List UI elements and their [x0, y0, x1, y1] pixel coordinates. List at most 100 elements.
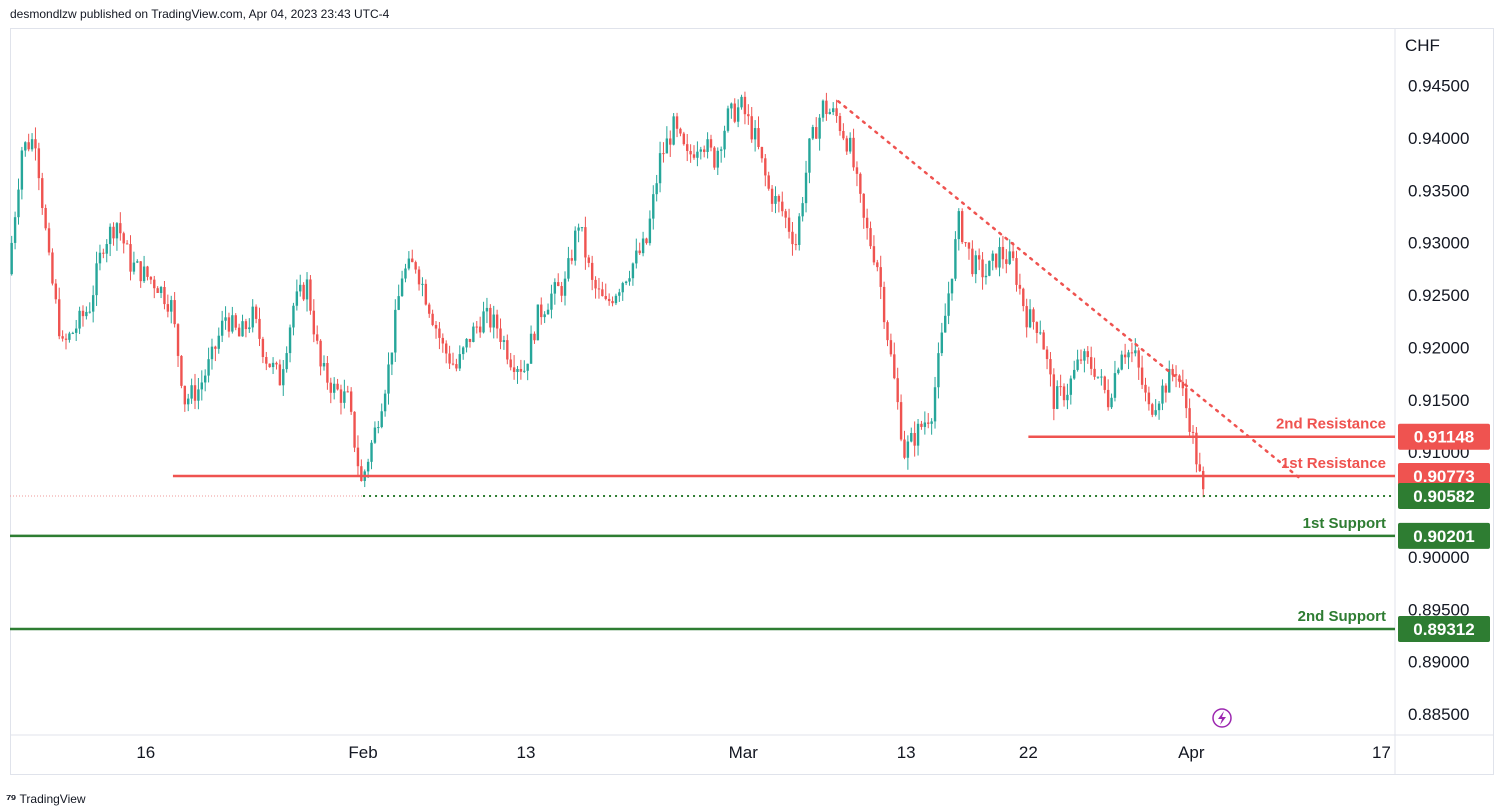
candle-body-3 — [20, 150, 24, 190]
candle-body-266 — [913, 432, 916, 446]
candle-body-32 — [119, 223, 122, 234]
candle-body-98 — [343, 391, 346, 403]
candle-body-289 — [991, 253, 994, 261]
candle-body-226 — [777, 196, 781, 202]
candle-body-135 — [468, 338, 472, 342]
candle-body-129 — [448, 353, 451, 364]
candle-body-248 — [852, 137, 855, 168]
candle-body-147 — [509, 359, 512, 368]
x-tick-label-3: Mar — [729, 743, 759, 762]
candle-body-105 — [366, 461, 370, 472]
candle-body-143 — [495, 314, 499, 329]
candle-body-159 — [550, 293, 553, 310]
candle-body-52 — [187, 398, 190, 405]
candle-body-156 — [540, 304, 543, 318]
candle-body-308 — [1056, 386, 1059, 409]
candle-body-131 — [455, 364, 458, 369]
candle-body-263 — [903, 439, 906, 458]
candle-body-202 — [696, 151, 699, 158]
resistance-2-price-tag[interactable] — [1398, 423, 1490, 450]
candle-body-102 — [356, 447, 360, 467]
candle-body-209 — [719, 149, 723, 151]
candle-body-71 — [251, 306, 254, 328]
candle-body-84 — [295, 291, 299, 306]
candle-body-15 — [61, 336, 64, 339]
candle-body-328 — [1123, 354, 1127, 358]
candle-body-72 — [254, 306, 258, 319]
candle-body-293 — [1005, 259, 1008, 264]
candle-body-93 — [326, 363, 329, 383]
y-tick-label-10: 0.89000 — [1408, 653, 1469, 672]
candle-body-300 — [1028, 309, 1032, 328]
candle-body-75 — [265, 357, 268, 364]
candle-body-247 — [848, 137, 852, 152]
y-tick-label-8: 0.90000 — [1408, 548, 1469, 567]
candle-body-139 — [482, 311, 485, 333]
candle-body-186 — [641, 238, 645, 254]
candle-body-249 — [855, 167, 859, 174]
current-price-tag[interactable] — [1398, 482, 1490, 509]
candle-body-112 — [390, 352, 394, 365]
candle-body-96 — [336, 383, 339, 390]
candle-body-244 — [838, 116, 842, 132]
candle-body-7 — [34, 139, 37, 149]
candle-body-218 — [750, 116, 753, 140]
candle-body-119 — [414, 262, 417, 270]
candle-body-203 — [699, 149, 703, 152]
candle-body-48 — [173, 300, 176, 325]
candle-body-294 — [1008, 251, 1011, 264]
support-2-price-tag[interactable] — [1398, 616, 1490, 643]
y-tick-label-11: 0.88500 — [1408, 705, 1469, 724]
y-tick-label-1: 0.94000 — [1408, 129, 1469, 148]
resistance-1-price-tag[interactable] — [1398, 462, 1490, 489]
candle-body-346 — [1185, 388, 1188, 409]
candle-body-345 — [1181, 381, 1185, 389]
candle-body-182 — [628, 278, 631, 282]
candle-body-76 — [268, 363, 271, 368]
descending-trendline[interactable] — [837, 100, 1302, 480]
candle-body-258 — [886, 322, 889, 341]
candle-body-20 — [78, 310, 81, 329]
candle-body-286 — [981, 259, 984, 278]
candle-body-193 — [665, 138, 669, 154]
candle-body-257 — [882, 286, 886, 323]
candle-body-292 — [1001, 246, 1005, 260]
candle-body-280 — [960, 211, 964, 243]
candle-body-341 — [1168, 368, 1171, 393]
candle-body-120 — [417, 269, 421, 285]
support-1-price-tag[interactable] — [1398, 522, 1490, 549]
brand-name: TradingView — [19, 791, 86, 806]
candle-body-19 — [74, 328, 78, 333]
candle-body-199 — [686, 144, 689, 151]
candle-body-188 — [648, 218, 652, 244]
candle-body-89 — [312, 310, 316, 335]
candle-body-133 — [461, 347, 465, 355]
candle-body-319 — [1093, 368, 1096, 377]
lightning-bolt-icon — [1218, 711, 1226, 725]
candle-body-44 — [159, 286, 163, 293]
candle-body-252 — [865, 217, 869, 229]
lightning-icon[interactable] — [1212, 708, 1232, 728]
candle-body-172 — [594, 279, 597, 289]
candle-body-246 — [845, 138, 848, 152]
candle-body-314 — [1076, 359, 1079, 370]
candle-body-60 — [214, 346, 217, 349]
candle-body-51 — [183, 385, 187, 405]
candle-body-276 — [947, 293, 950, 316]
candle-body-262 — [899, 402, 903, 440]
candle-body-200 — [689, 150, 692, 155]
candle-body-329 — [1127, 352, 1130, 358]
candle-body-347 — [1188, 408, 1191, 432]
candle-body-8 — [37, 148, 41, 179]
candle-body-150 — [519, 368, 523, 372]
candle-body-251 — [862, 193, 865, 218]
candle-body-68 — [241, 321, 244, 337]
candle-body-122 — [424, 283, 428, 305]
candle-body-299 — [1025, 306, 1028, 328]
candle-body-264 — [906, 441, 910, 458]
tradingview-logo-icon: ⁷⁹ — [6, 791, 17, 806]
candle-body-100 — [349, 391, 353, 412]
candle-body-110 — [383, 393, 387, 412]
candle-body-141 — [489, 307, 492, 328]
